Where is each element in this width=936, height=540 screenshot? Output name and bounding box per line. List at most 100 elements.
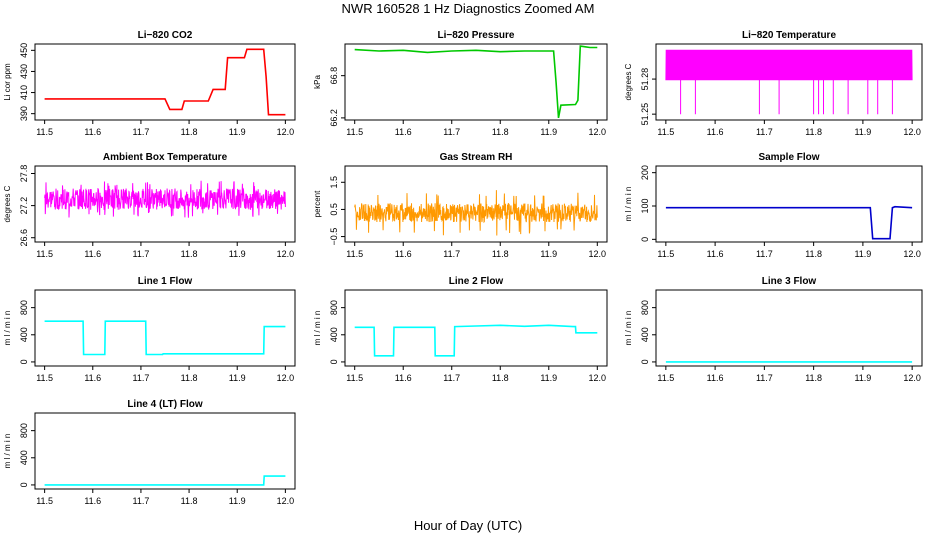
y-axis-label: m l / m i n: [3, 434, 12, 469]
x-tick-label: 12.0: [277, 127, 295, 137]
x-tick-label: 11.7: [443, 373, 460, 383]
chart-title: Line 3 Flow: [762, 276, 817, 287]
y-tick-label: 800: [640, 300, 650, 315]
x-tick-label: 11.9: [540, 373, 557, 383]
x-tick-label: 11.5: [346, 373, 363, 383]
chart-line1: Line 1 Flow m l / m i n 11.5 11.6 11.7 11.8 11…: [3, 276, 296, 383]
chart-title: Gas Stream RH: [440, 152, 513, 163]
x-tick-label: 11.9: [229, 496, 246, 506]
plot-frame: [344, 289, 608, 367]
chart-box-temp: Ambient Box Temperature degrees C 11.5 11.6…: [3, 152, 296, 259]
chart-temperature: Li−820 Temperature degrees C 11.5 11.6 11.7 1…: [624, 30, 923, 137]
plot-frame: [344, 165, 608, 243]
series-line: [354, 190, 598, 236]
plot-frame: [344, 43, 608, 121]
y-tick-label: 0.5: [329, 203, 339, 216]
plot-frame: [34, 165, 296, 243]
x-tick-label: 11.7: [132, 496, 149, 506]
y-tick-label: 800: [329, 300, 339, 315]
y-axis-label: degrees C: [3, 185, 12, 222]
x-tick-label: 11.8: [805, 249, 822, 259]
x-tick-label: 12.0: [277, 496, 295, 506]
y-tick-label: 51.25: [640, 103, 650, 126]
chart-title: Ambient Box Temperature: [103, 152, 228, 163]
x-tick-label: 11.6: [395, 127, 412, 137]
x-tick-label: 12.0: [277, 373, 295, 383]
page-title: NWR 160528 1 Hz Diagnostics Zoomed AM: [341, 1, 595, 16]
x-tick-label: 11.5: [36, 127, 53, 137]
y-tick-label: 66.2: [329, 109, 339, 127]
chart-title: Li−820 Temperature: [742, 30, 836, 41]
y-tick-label: 400: [640, 327, 650, 342]
y-tick-label: 400: [19, 327, 29, 342]
chart-title: Line 2 Flow: [449, 276, 504, 287]
x-tick-label: 12.0: [277, 249, 295, 259]
y-tick-label: 1.5: [329, 176, 339, 189]
series-line: [44, 48, 286, 116]
series-line: [354, 324, 598, 357]
y-tick-label: 27.2: [19, 197, 29, 215]
x-tick-label: 11.7: [756, 127, 773, 137]
y-axis-label: Li cor ppm: [3, 63, 12, 101]
y-tick-label: 0: [640, 237, 650, 242]
x-tick-label: 11.7: [443, 249, 460, 259]
x-tick-label: 11.8: [492, 249, 509, 259]
plot-frame: [655, 165, 923, 243]
y-tick-label: 0: [640, 359, 650, 364]
y-tick-label: 0: [329, 359, 339, 364]
series-line: [44, 320, 286, 356]
x-tick-label: 11.5: [657, 249, 674, 259]
x-tick-label: 11.6: [84, 373, 101, 383]
chart-line2: Line 2 Flow m l / m i n 11.5 11.6 11.7 11.8 11…: [313, 276, 608, 383]
x-tick-label: 11.6: [707, 373, 724, 383]
chart-sample-flow: Sample Flow m l / m i n 11.5 11.6 11.7 11.8 11…: [624, 152, 923, 259]
x-tick-label: 12.0: [903, 373, 921, 383]
plot-frame: [34, 412, 296, 490]
chart-line4: Line 4 (LT) Flow m l / m i n 11.5 11.6 11.7 1…: [3, 399, 296, 506]
plot-frame: [34, 289, 296, 367]
plot-frame: [655, 43, 923, 121]
plot-frame: [34, 43, 296, 121]
x-tick-label: 11.8: [181, 496, 198, 506]
x-tick-label: 11.5: [657, 127, 674, 137]
x-tick-label: 11.5: [346, 127, 363, 137]
x-tick-label: 11.7: [132, 373, 149, 383]
x-tick-label: 11.7: [132, 127, 149, 137]
chart-pressure: Li−820 Pressure kPa 11.5 11.6 11.7 11.8 11.9 12…: [313, 30, 608, 137]
x-tick-label: 11.9: [854, 373, 871, 383]
y-axis-label: m l / m i n: [3, 311, 12, 346]
y-tick-label: 26.6: [19, 229, 29, 247]
chart-line3: Line 3 Flow m l / m i n 11.5 11.6 11.7 11.8 11…: [624, 276, 923, 383]
y-tick-label: 450: [19, 43, 29, 58]
chart-co2: Li−820 CO2 Li cor ppm 11.5 11.6 11.7 11.8 11.9…: [3, 30, 296, 137]
x-tick-label: 11.6: [707, 249, 724, 259]
x-tick-label: 11.8: [181, 373, 198, 383]
y-tick-label: 400: [329, 327, 339, 342]
x-tick-label: 12.0: [903, 127, 921, 137]
plot-frame: [655, 289, 923, 367]
y-tick-label: 430: [19, 64, 29, 79]
y-tick-label: 800: [19, 423, 29, 438]
y-axis-label: kPa: [313, 75, 322, 89]
x-tick-label: 11.5: [36, 373, 53, 383]
x-tick-label: 11.8: [492, 373, 509, 383]
x-tick-label: 12.0: [589, 127, 607, 137]
x-tick-label: 12.0: [903, 249, 921, 259]
chart-title: Li−820 CO2: [138, 30, 193, 41]
x-tick-label: 11.6: [84, 496, 101, 506]
x-tick-label: 11.5: [346, 249, 363, 259]
y-axis-label: m l / m i n: [624, 311, 633, 346]
x-tick-label: 11.7: [132, 249, 149, 259]
y-axis-label: degrees C: [624, 63, 633, 100]
y-tick-label: 27.8: [19, 165, 29, 183]
x-tick-label: 11.8: [492, 127, 509, 137]
x-tick-label: 12.0: [589, 249, 607, 259]
y-axis-label: percent: [313, 190, 322, 217]
x-tick-label: 11.6: [707, 127, 724, 137]
x-tick-label: 11.5: [36, 249, 53, 259]
x-tick-label: 11.9: [540, 249, 557, 259]
x-tick-label: 12.0: [589, 373, 607, 383]
series-line: [665, 49, 913, 115]
x-tick-label: 11.6: [395, 249, 412, 259]
series-line: [354, 45, 598, 119]
